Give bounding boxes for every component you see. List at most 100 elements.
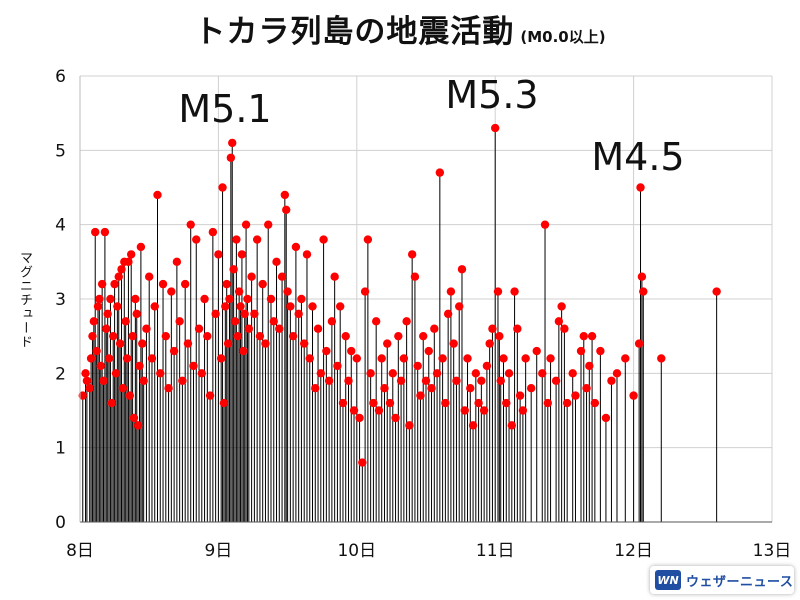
data-point bbox=[496, 376, 505, 385]
data-point bbox=[457, 265, 467, 274]
data-point bbox=[316, 369, 326, 378]
data-point bbox=[551, 376, 561, 385]
data-point bbox=[145, 272, 154, 281]
weathernews-logo: WN ウェザーニュース bbox=[650, 566, 794, 594]
data-point bbox=[183, 339, 193, 348]
data-point bbox=[255, 331, 265, 341]
data-point bbox=[313, 324, 323, 333]
data-point bbox=[491, 123, 500, 133]
data-point bbox=[169, 346, 179, 356]
data-point bbox=[474, 398, 483, 408]
data-point bbox=[488, 324, 497, 333]
data-point bbox=[147, 354, 157, 363]
data-point bbox=[228, 138, 237, 148]
data-point bbox=[109, 331, 118, 341]
chart-title: トカラ列島の地震活動 bbox=[194, 14, 515, 50]
stem-lines bbox=[82, 128, 718, 522]
data-point bbox=[377, 354, 386, 363]
data-point bbox=[247, 272, 256, 281]
data-point bbox=[200, 294, 209, 304]
y-tick-label: 0 bbox=[55, 513, 66, 533]
wn-logo-icon: WN bbox=[655, 570, 681, 590]
data-point bbox=[557, 302, 566, 311]
x-tick-label: 11日 bbox=[476, 541, 515, 561]
data-point bbox=[302, 250, 312, 259]
y-tick-label: 5 bbox=[55, 141, 66, 161]
data-point bbox=[96, 361, 105, 371]
data-point bbox=[335, 302, 345, 311]
data-point bbox=[180, 279, 190, 289]
data-point bbox=[449, 339, 458, 348]
data-point bbox=[446, 287, 456, 296]
data-point bbox=[324, 376, 334, 385]
data-point bbox=[452, 376, 461, 385]
data-point bbox=[236, 302, 245, 311]
data-point bbox=[430, 324, 439, 333]
data-point bbox=[164, 384, 173, 393]
data-point bbox=[286, 302, 295, 311]
y-tick-label: 2 bbox=[55, 364, 66, 384]
data-point bbox=[264, 220, 273, 229]
data-point bbox=[344, 376, 353, 385]
annotation-label: M5.3 bbox=[445, 73, 538, 117]
data-point bbox=[156, 369, 165, 378]
y-tick-labels: 0 1 2 3 4 5 6 bbox=[55, 67, 66, 533]
data-point bbox=[277, 272, 287, 281]
data-point bbox=[341, 331, 350, 341]
data-point bbox=[93, 302, 103, 311]
data-point bbox=[283, 287, 292, 296]
data-point bbox=[507, 421, 517, 430]
data-point bbox=[363, 235, 373, 244]
data-point bbox=[129, 413, 139, 423]
data-point bbox=[424, 346, 433, 356]
data-point bbox=[380, 384, 389, 393]
data-point bbox=[371, 317, 381, 326]
data-point bbox=[139, 376, 148, 385]
data-point bbox=[104, 354, 114, 363]
data-point bbox=[579, 331, 588, 341]
data-point bbox=[513, 324, 522, 333]
data-point bbox=[394, 331, 403, 341]
data-point bbox=[211, 309, 220, 319]
data-point bbox=[402, 317, 411, 326]
data-point bbox=[413, 361, 422, 371]
x-tick-label: 12日 bbox=[614, 541, 653, 561]
data-point bbox=[463, 354, 472, 363]
data-point bbox=[288, 331, 298, 341]
data-point bbox=[466, 384, 475, 393]
data-point bbox=[218, 183, 227, 192]
data-point bbox=[396, 376, 406, 385]
data-point bbox=[479, 406, 489, 415]
data-point bbox=[590, 398, 600, 408]
data-point bbox=[485, 339, 494, 348]
data-point bbox=[131, 294, 140, 304]
data-point bbox=[297, 294, 306, 304]
data-point bbox=[468, 421, 478, 430]
data-point bbox=[634, 339, 644, 348]
data-point bbox=[568, 369, 577, 378]
data-point bbox=[369, 398, 378, 408]
data-point bbox=[358, 458, 367, 467]
data-point bbox=[355, 413, 364, 423]
data-point bbox=[111, 369, 121, 378]
data-point bbox=[89, 317, 99, 326]
data-point bbox=[455, 302, 464, 311]
data-point bbox=[232, 235, 241, 244]
data-point bbox=[538, 369, 547, 378]
data-point bbox=[138, 339, 147, 348]
data-point bbox=[178, 376, 187, 385]
data-point bbox=[322, 346, 331, 356]
data-point bbox=[543, 398, 552, 408]
data-point bbox=[526, 384, 536, 393]
data-point bbox=[110, 279, 119, 289]
data-point bbox=[205, 391, 215, 400]
data-point bbox=[167, 287, 176, 296]
data-point bbox=[405, 421, 414, 430]
data-point bbox=[85, 384, 94, 393]
data-point bbox=[427, 384, 436, 393]
data-point bbox=[554, 317, 564, 326]
annotation-label: M5.1 bbox=[178, 87, 271, 131]
data-point bbox=[360, 287, 370, 296]
data-point bbox=[300, 339, 309, 348]
data-point bbox=[161, 331, 171, 341]
